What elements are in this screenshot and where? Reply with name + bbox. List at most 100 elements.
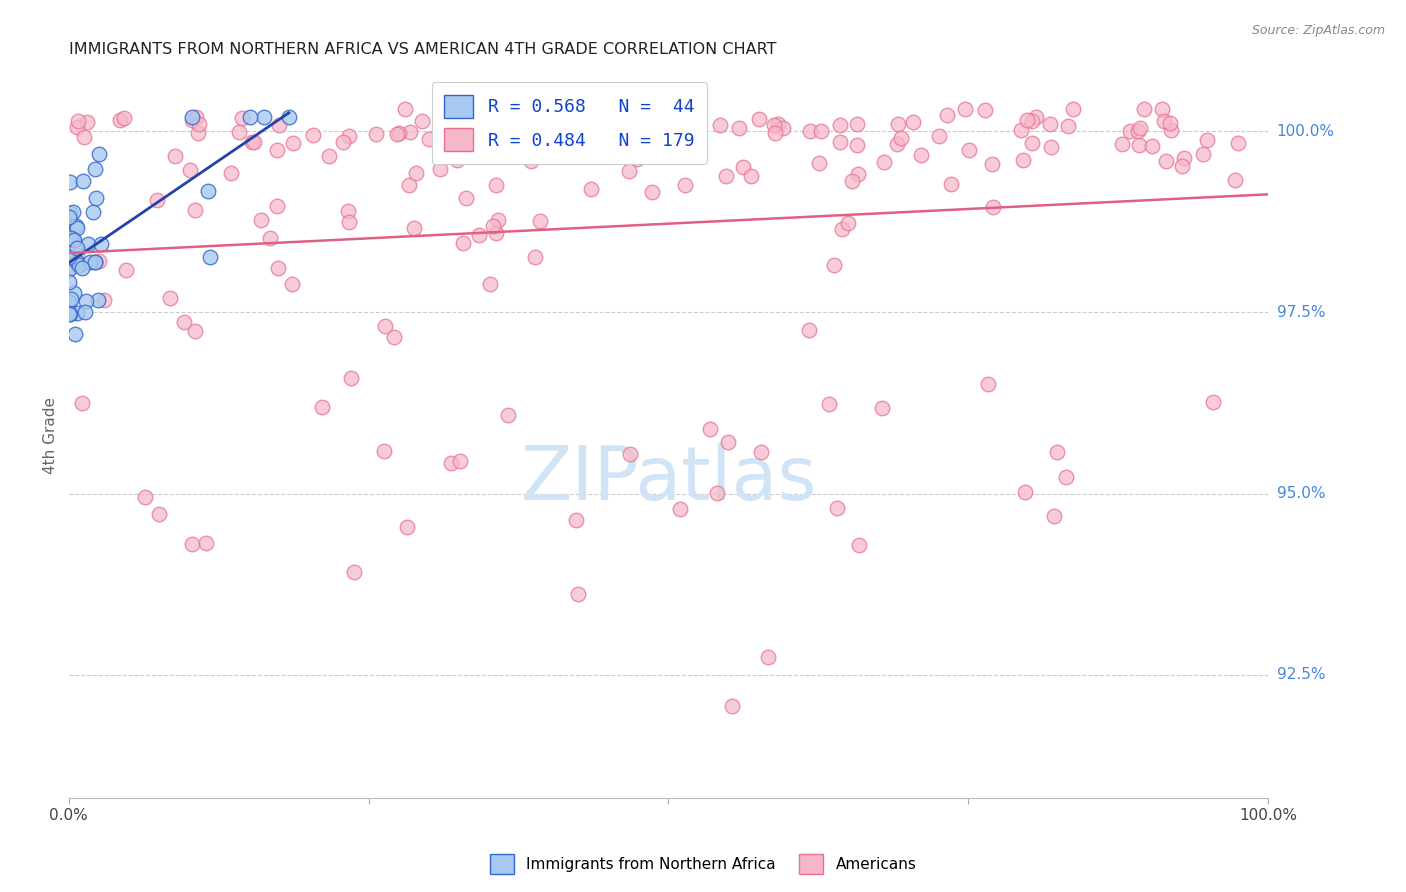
Point — [58, 304, 80, 318]
Point — [186, 111, 208, 125]
Point — [266, 199, 288, 213]
Point — [749, 445, 772, 459]
Point — [411, 114, 433, 128]
Point — [72, 261, 94, 276]
Point — [159, 291, 181, 305]
Point — [935, 108, 957, 122]
Point — [727, 121, 749, 136]
Point — [1129, 121, 1152, 136]
Point — [66, 114, 89, 128]
Legend: R = 0.568   N =  44, R = 0.484   N = 179: R = 0.568 N = 44, R = 0.484 N = 179 — [432, 82, 707, 164]
Point — [721, 698, 744, 713]
Point — [60, 231, 83, 245]
Point — [567, 587, 589, 601]
Point — [399, 125, 422, 139]
Point — [115, 262, 138, 277]
Y-axis label: 4th Grade: 4th Grade — [44, 397, 58, 475]
Point — [890, 131, 912, 145]
Point — [748, 112, 770, 126]
Point — [1191, 146, 1213, 161]
Point — [65, 219, 87, 233]
Point — [717, 435, 740, 450]
Point — [239, 110, 262, 124]
Point — [1054, 470, 1077, 484]
Point — [58, 252, 80, 267]
Point — [637, 112, 659, 126]
Point — [405, 166, 427, 180]
Point — [84, 255, 107, 269]
Point — [396, 520, 419, 534]
Point — [58, 210, 80, 224]
Point — [332, 135, 354, 149]
Point — [799, 323, 821, 337]
Point — [837, 216, 859, 230]
Point — [134, 491, 156, 505]
Point — [641, 185, 664, 199]
Text: Source: ZipAtlas.com: Source: ZipAtlas.com — [1251, 24, 1385, 37]
Point — [1150, 103, 1173, 117]
Point — [575, 138, 598, 153]
Point — [59, 175, 82, 189]
Point — [910, 148, 932, 162]
Point — [1153, 114, 1175, 128]
Point — [810, 124, 832, 138]
Point — [110, 112, 132, 127]
Point — [253, 110, 276, 124]
Point — [59, 307, 82, 321]
Point — [1046, 445, 1069, 459]
Point — [496, 123, 519, 137]
Point — [58, 261, 80, 276]
Point — [565, 513, 588, 527]
Point — [1012, 153, 1035, 168]
Point — [180, 112, 202, 127]
Point — [90, 236, 112, 251]
Point — [1126, 123, 1149, 137]
Point — [446, 153, 468, 167]
Point — [231, 112, 253, 126]
Point — [471, 137, 494, 152]
Point — [1021, 113, 1043, 128]
Point — [772, 120, 794, 135]
Point — [1056, 119, 1078, 133]
Point — [228, 125, 250, 139]
Point — [756, 649, 779, 664]
Point — [72, 174, 94, 188]
Point — [468, 227, 491, 242]
Point — [58, 308, 80, 322]
Point — [173, 315, 195, 329]
Point — [259, 230, 281, 244]
Point — [485, 226, 508, 240]
Point — [242, 135, 264, 149]
Point — [974, 103, 997, 118]
Point — [87, 146, 110, 161]
Point — [179, 163, 201, 178]
Point — [65, 120, 87, 135]
Point — [886, 137, 908, 152]
Point — [67, 258, 90, 272]
Point — [828, 135, 851, 149]
Point — [58, 276, 80, 290]
Point — [267, 260, 290, 275]
Point — [558, 114, 581, 128]
Point — [1159, 116, 1181, 130]
Point — [58, 205, 80, 219]
Point — [825, 501, 848, 516]
Point — [146, 193, 169, 207]
Point — [58, 294, 80, 309]
Point — [1025, 110, 1047, 124]
Point — [1173, 151, 1195, 165]
Text: 97.5%: 97.5% — [1277, 305, 1326, 320]
Point — [886, 117, 908, 131]
Point — [242, 135, 264, 149]
Point — [62, 232, 84, 246]
Point — [1140, 138, 1163, 153]
Point — [846, 117, 869, 131]
Point — [828, 118, 851, 132]
Point — [529, 214, 551, 228]
Point — [66, 306, 89, 320]
Point — [626, 152, 648, 166]
Point — [337, 215, 360, 229]
Point — [498, 408, 520, 422]
Point — [266, 143, 288, 157]
Point — [76, 115, 98, 129]
